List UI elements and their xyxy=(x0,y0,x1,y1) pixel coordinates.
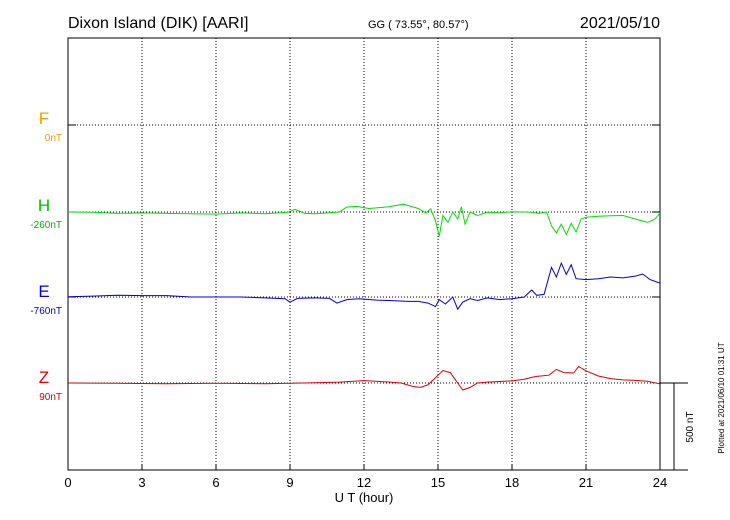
series-name-E: E xyxy=(38,282,49,301)
x-tick-label: 18 xyxy=(505,475,519,490)
x-tick-label: 12 xyxy=(357,475,371,490)
baseline-label-E: -760nT xyxy=(30,306,62,317)
x-tick-label: 15 xyxy=(431,475,445,490)
plotted-at-note: Plotted at 2021/06/10 01:31 UT xyxy=(717,342,726,453)
baseline-label-H: -260nT xyxy=(30,220,62,231)
x-tick-label: 24 xyxy=(653,475,667,490)
series-name-H: H xyxy=(38,196,50,215)
x-axis-ticks xyxy=(67,464,661,470)
vertical-grid xyxy=(141,38,587,470)
x-axis-label: U T (hour) xyxy=(335,490,394,505)
chart-title: Dixon Island (DIK) [AARI] xyxy=(68,15,249,32)
series-name-F: F xyxy=(39,109,49,128)
station-coordinates: GG ( 73.55°, 80.57°) xyxy=(368,19,469,31)
x-tick-label: 3 xyxy=(138,475,145,490)
x-tick-label: 21 xyxy=(579,475,593,490)
baseline-label-F: 0nT xyxy=(45,133,62,144)
x-tick-label: 9 xyxy=(286,475,293,490)
series-line-H xyxy=(67,203,661,237)
x-tick-label: 6 xyxy=(212,475,219,490)
baseline-label-Z: 90nT xyxy=(39,392,62,403)
scale-bar xyxy=(660,382,688,471)
component-labels: F 0nT H -260nT E -760nT Z 90nT xyxy=(30,109,62,403)
x-tick-label: 0 xyxy=(64,475,71,490)
scale-bar-label: 500 nT xyxy=(685,411,696,442)
series-line-Z xyxy=(67,365,661,391)
series-name-Z: Z xyxy=(39,368,49,387)
series-line-E xyxy=(67,261,661,311)
chart-date: 2021/05/10 xyxy=(580,15,660,32)
x-tick-labels: 0 3 6 9 12 15 18 21 24 xyxy=(64,475,667,490)
